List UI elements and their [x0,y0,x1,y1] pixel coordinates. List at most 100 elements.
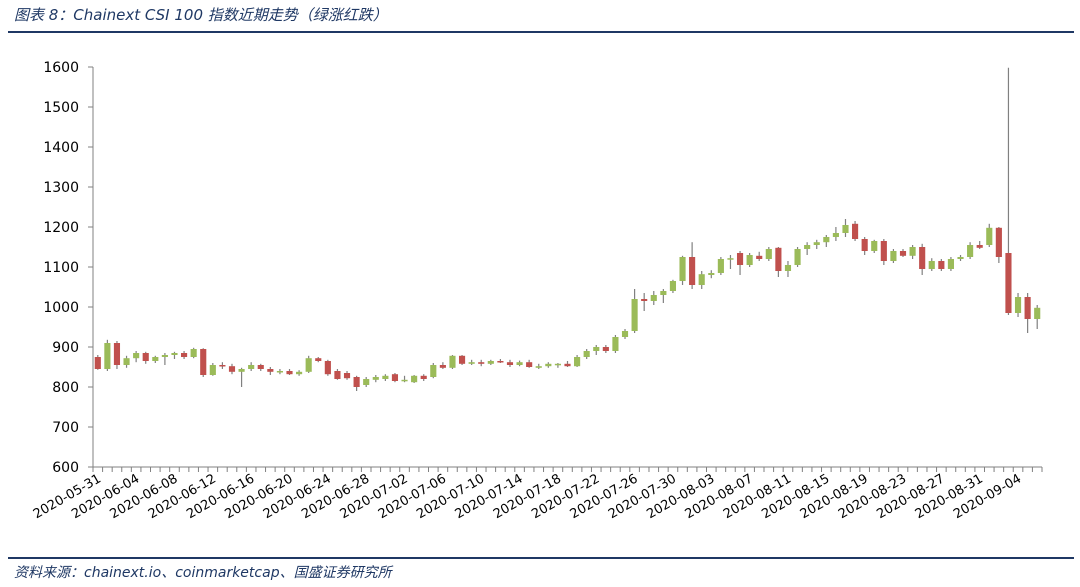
candle-body [276,371,283,373]
candle [382,374,389,381]
candle [248,362,255,371]
candle-body [861,239,868,251]
candle-body [248,365,255,369]
candle-body [1024,297,1031,319]
candle-body [257,365,264,369]
candle [756,251,763,261]
y-tick-label: 1000 [43,300,79,316]
candle [420,374,427,381]
candle-body [401,379,408,382]
candle [554,363,561,368]
candles [94,67,1041,391]
candle [286,369,293,375]
y-tick-label: 1400 [43,140,79,156]
candle [200,348,207,377]
candle-body [880,241,887,261]
candle-body [564,363,571,367]
candle [296,370,303,376]
candle-body [363,379,370,385]
candle [372,375,379,383]
candle [535,363,542,369]
candle [871,239,878,253]
candle [449,355,456,369]
candle-body [784,265,792,271]
candle-body [1014,297,1022,313]
candle [621,329,629,339]
candle [315,357,322,363]
candle-body [526,362,533,367]
candle-body [334,371,341,379]
y-tick-label: 1600 [43,60,79,76]
candle-body [746,255,753,265]
candle [813,239,820,249]
candle-body [554,363,561,366]
candle [94,355,101,370]
candle-body [689,257,696,285]
candle-body [602,347,609,351]
candle-body [641,299,648,301]
candle [746,253,753,267]
candle-body [631,299,638,331]
candle-body [506,362,514,365]
candle-body [947,259,955,269]
candle-body [804,245,811,249]
candle-body [756,255,763,259]
candle [765,247,772,261]
candle [899,249,907,257]
candle-body [545,363,552,367]
candle [545,362,552,368]
candle [928,258,935,271]
candle [631,289,638,333]
candle [612,335,619,353]
candle [986,223,993,247]
candle-body [324,361,331,375]
candle-body [180,353,188,357]
candle-body [353,377,360,387]
candle [133,351,140,363]
candle [967,242,974,259]
candle-body [516,362,523,365]
candle-body [938,261,945,269]
candle-body [190,349,197,357]
candle [689,242,696,289]
candle [209,363,216,376]
candle [995,227,1002,263]
candle [976,241,983,249]
candle [104,339,111,371]
candle-body [219,365,226,367]
candle [152,355,159,363]
candle-body [813,242,820,245]
candle-body [976,245,983,248]
candle [190,347,197,359]
candle [736,251,744,275]
candle [353,375,360,391]
candle [679,255,686,285]
candle-body [852,223,859,239]
candle-body [296,371,303,375]
candle [343,371,351,380]
candle [919,243,926,275]
candle-body [698,274,705,285]
candle [784,261,792,277]
candle [938,259,945,271]
candle-body [986,227,993,245]
candle-body [1034,307,1041,319]
candle-body [430,365,437,377]
candle [708,270,715,279]
candle-body [152,357,159,361]
candle [660,289,667,303]
y-tick-label: 1300 [43,180,79,196]
candle-body [1005,253,1012,313]
candle [880,239,887,265]
candle-body [919,247,926,269]
y-tick-label: 800 [52,380,79,396]
candle-body [794,249,801,265]
candle [276,369,283,375]
candle-body [736,253,744,265]
candle-body [420,375,427,379]
candle [1005,67,1012,315]
candle [574,355,581,367]
candle [228,363,236,375]
candle-body [574,357,581,367]
candle-body [200,349,207,375]
